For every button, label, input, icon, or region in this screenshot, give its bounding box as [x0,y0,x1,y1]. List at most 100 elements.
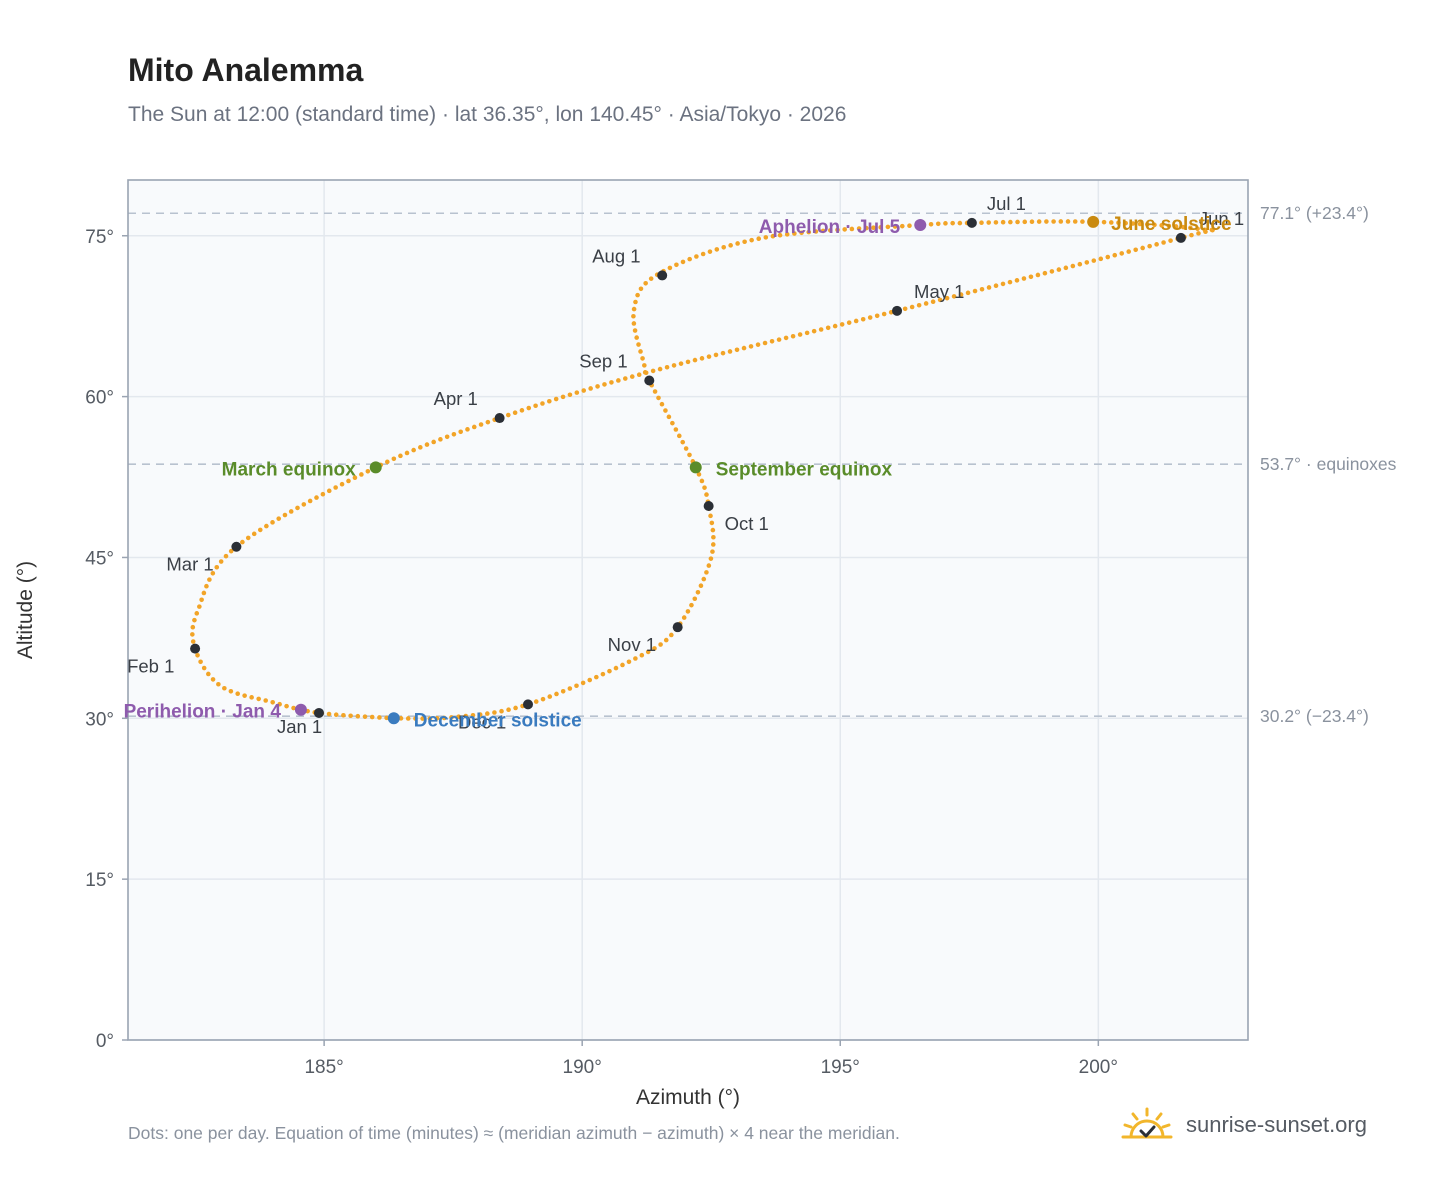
daily-sun-dot [650,368,656,374]
brand-link[interactable]: sunrise-sunset.org [1120,1103,1367,1147]
daily-sun-dot [1042,270,1048,276]
daily-sun-dot [348,713,353,719]
daily-sun-dot [1133,247,1138,253]
daily-sun-dot [616,378,621,383]
daily-sun-dot [420,716,425,721]
event-marker [369,461,382,474]
month-label: Dec 1 [458,711,506,732]
daily-sun-dot [680,439,686,445]
daily-sun-dot [986,285,992,290]
daily-sun-dot [235,691,240,696]
daily-sun-dot [828,228,833,233]
daily-sun-dot [965,290,971,296]
daily-sun-dot [333,712,339,717]
daily-sun-dot [657,366,663,372]
daily-sun-dot [1144,222,1150,227]
event-label: Perihelion · Jan 4 [124,702,282,723]
daily-sun-dot [656,395,661,401]
daily-sun-dot [485,711,490,716]
daily-sun-dot [418,445,423,450]
daily-sun-dot [276,516,282,521]
daily-sun-dot [553,396,559,402]
daily-sun-dot [204,583,209,589]
daily-sun-dot [706,354,712,359]
daily-sun-dot [359,472,364,477]
month-label: May 1 [914,281,964,302]
daily-sun-dot [451,431,457,437]
month-marker [1175,232,1186,243]
daily-sun-dot [907,223,912,229]
daily-sun-dot [465,427,470,432]
daily-sun-dot [270,699,276,705]
daily-sun-dot [704,570,709,575]
daily-sun-dot [979,220,984,225]
daily-sun-dot [1015,219,1020,225]
event-label: Aphelion · Jul 5 [759,217,901,238]
daily-sun-dot [1168,238,1173,243]
daily-sun-dot [902,306,908,312]
daily-sun-dot [1028,274,1034,280]
daily-sun-dot [377,715,382,720]
month-marker [672,622,683,633]
daily-sun-dot [734,347,740,353]
daily-sun-dot [1195,226,1200,231]
daily-sun-dot [642,363,647,368]
daily-sun-dot [1140,245,1145,251]
daily-sun-dot [1007,279,1013,285]
y-tick-label: 15° [85,870,114,891]
daily-sun-dot [478,422,484,427]
daily-sun-dot [1119,251,1125,256]
daily-sun-dot [444,434,450,440]
daily-sun-dot [706,563,712,568]
daily-sun-dot [210,570,216,576]
daily-sun-dot [642,370,648,375]
daily-sun-dot [257,527,263,533]
daily-sun-dot [288,509,294,514]
daily-sun-dot [797,332,803,337]
daily-sun-dot [519,408,525,413]
daily-sun-dot [671,363,677,368]
daily-sun-dot [1049,269,1055,274]
daily-sun-dot [190,639,196,644]
month-label: Apr 1 [434,388,478,409]
daily-sun-dot [899,223,905,229]
month-label: Jun 1 [1199,208,1244,229]
month-marker [494,413,505,424]
daily-sun-dot [277,701,282,707]
daily-sun-dot [673,427,679,432]
daily-sun-dot [242,693,247,698]
daily-sun-dot [678,361,684,366]
daily-sun-dot [449,715,454,720]
sun-check-icon [1121,1107,1173,1139]
daily-sun-dot [547,694,553,699]
daily-sun-dot [333,485,338,490]
daily-sun-dot [692,596,698,602]
daily-sun-dot [398,453,403,459]
daily-sun-dot [560,688,566,694]
daily-sun-dot [631,313,636,319]
daily-sun-dot [986,220,992,225]
daily-sun-dot [249,695,254,700]
daily-sun-dot [613,665,619,671]
daily-sun-dot [270,520,275,525]
daily-sun-dot [216,681,221,687]
daily-sun-dot [666,414,672,420]
daily-sun-dot [806,229,812,235]
daily-sun-dot [692,357,698,363]
daily-sun-dot [762,340,768,346]
daily-sun-dot [346,478,351,484]
daily-sun-dot [607,668,612,674]
daily-sun-dot [714,247,720,252]
daily-sun-dot [763,235,769,240]
daily-sun-dot [301,502,307,507]
daily-sun-dot [769,339,775,344]
month-label: Nov 1 [608,634,656,655]
daily-sun-dot [634,335,639,340]
daily-sun-dot [424,442,430,447]
daily-sun-dot [1147,243,1152,249]
daily-sun-dot [1065,219,1071,224]
daily-sun-dot [594,674,599,680]
daily-sun-dot [214,564,220,570]
y-tick-label: 45° [85,548,114,569]
daily-sun-dot [1180,224,1186,230]
